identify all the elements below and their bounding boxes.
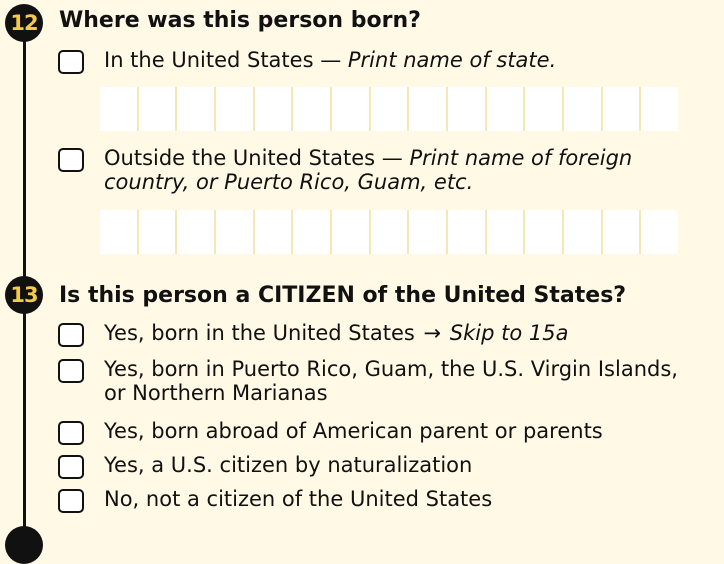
question-12-number: 12 [10, 11, 38, 35]
q13-option-born-abroad[interactable]: Yes, born abroad of American parent or p… [58, 419, 603, 445]
state-write-in-field[interactable] [100, 87, 678, 131]
option-label: Outside the United States — [104, 146, 410, 170]
option-instruction-line2: country, or Puerto Rico, Guam, etc. [104, 170, 474, 194]
checkbox[interactable] [58, 323, 84, 347]
option-instruction: Print name of state. [347, 48, 557, 72]
question-13-title: Is this person a CITIZEN of the United S… [59, 283, 627, 308]
checkbox[interactable] [58, 421, 84, 445]
checkbox[interactable] [58, 359, 84, 383]
option-label: Yes, born abroad of American parent or p… [104, 419, 603, 443]
question-number-badge: 12 [5, 4, 43, 42]
q13-option-born-us[interactable]: Yes, born in the United States → Skip to… [58, 321, 568, 347]
skip-instruction: Skip to 15a [443, 321, 569, 345]
checkbox[interactable] [58, 455, 84, 479]
option-instruction: Print name of foreign [409, 146, 633, 170]
q13-option-not-citizen[interactable]: No, not a citizen of the United States [58, 487, 492, 513]
option-label: Yes, born in Puerto Rico, Guam, the U.S.… [104, 357, 678, 381]
q13-option-born-territories[interactable]: Yes, born in Puerto Rico, Guam, the U.S.… [58, 357, 678, 405]
question-number-badge: 13 [5, 276, 43, 314]
checkbox[interactable] [58, 148, 84, 172]
q12-option-outside-us[interactable]: Outside the United States — Print name o… [58, 146, 632, 194]
checkbox[interactable] [58, 50, 84, 74]
country-write-in-field[interactable] [100, 210, 678, 254]
option-label: Yes, a U.S. citizen by naturalization [104, 453, 473, 477]
option-label: Yes, born in the United States [104, 321, 422, 345]
checkbox[interactable] [58, 489, 84, 513]
arrow-icon: → [423, 321, 442, 345]
option-label-line2: or Northern Marianas [104, 381, 328, 405]
option-label: In the United States — [104, 48, 348, 72]
q12-option-united-states[interactable]: In the United States — Print name of sta… [58, 48, 556, 74]
next-question-badge [5, 526, 43, 564]
question-12-title: Where was this person born? [59, 8, 421, 33]
q13-option-naturalization[interactable]: Yes, a U.S. citizen by naturalization [58, 453, 472, 479]
option-label: No, not a citizen of the United States [104, 487, 493, 511]
question-13-number: 13 [10, 283, 38, 307]
